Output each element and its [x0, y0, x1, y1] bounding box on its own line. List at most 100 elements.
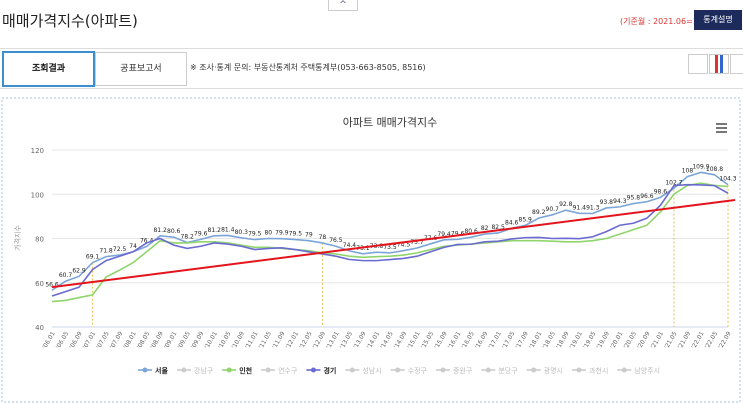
page-title: 매매가격지수(아파트)	[2, 12, 138, 30]
data-label: 79.6	[451, 230, 465, 237]
legend-marker	[395, 367, 401, 373]
trend-line	[51, 199, 736, 289]
legend-item[interactable]: 강남구	[176, 366, 214, 375]
data-label: 94.3	[613, 198, 627, 205]
data-label: 108	[682, 168, 694, 175]
legend-label: 광명시	[544, 366, 563, 375]
data-label: 79.5	[289, 231, 303, 238]
data-label: 80.3	[235, 229, 249, 236]
data-label: 80.6	[167, 228, 181, 235]
data-label: 80	[264, 230, 272, 237]
legend-item[interactable]: 서울	[138, 366, 168, 375]
data-label: 84.6	[505, 219, 519, 226]
x-tick-label: '22.09	[717, 330, 733, 350]
data-label: 91.3	[586, 204, 600, 211]
data-label: 74	[129, 243, 137, 250]
legend-item[interactable]: 수정구	[390, 366, 428, 375]
collapse-button[interactable]: ^	[328, 0, 358, 11]
data-label: 79.9	[275, 230, 289, 237]
legend-item[interactable]: 경기	[306, 366, 336, 375]
legend-label: 경기	[323, 366, 336, 375]
data-label: 108.8	[706, 166, 723, 173]
legend-label: 수정구	[408, 366, 428, 375]
chart-frame	[1, 97, 741, 403]
data-label: 104.3	[719, 176, 736, 183]
data-label: 102.7	[665, 179, 682, 186]
divider	[0, 88, 743, 89]
legend-label: 성남시	[362, 366, 381, 375]
tab-label: 조회결과	[31, 64, 66, 74]
tab[interactable]: 공표보고서	[95, 52, 187, 86]
data-label: 90.7	[546, 206, 560, 213]
y-tick-label: 40	[35, 324, 44, 332]
data-label: 79.5	[248, 231, 262, 238]
data-label: 98.6	[654, 188, 668, 195]
data-label: 74.4	[343, 242, 357, 249]
data-label: 75.7	[410, 239, 424, 246]
legend-label: 과천시	[589, 366, 608, 375]
data-label: 73.5	[383, 244, 397, 251]
scatter-icon[interactable]	[688, 54, 708, 74]
legend-label: 연수구	[278, 367, 298, 375]
legend-marker	[349, 367, 355, 373]
legend-item[interactable]: 분당구	[481, 366, 518, 375]
legend-marker	[181, 367, 187, 373]
base-month: (기준월 : 2021.06=100)	[620, 17, 712, 26]
chart-title: 아파트 매매가격지수	[343, 116, 438, 129]
legend-marker	[576, 367, 582, 373]
legend-item[interactable]: 과천시	[571, 366, 608, 375]
data-label: 69.1	[86, 254, 100, 261]
legend-marker	[485, 367, 491, 373]
legend-item[interactable]: 연수구	[261, 367, 298, 375]
series-line	[51, 171, 729, 291]
data-label: 85.9	[519, 216, 533, 223]
legend-item[interactable]: 중원구	[435, 366, 473, 375]
data-label: 93.8	[600, 199, 614, 206]
legend-label: 인천	[239, 366, 252, 375]
data-label: 89.2	[532, 209, 546, 216]
tab-label: 공표보고서	[120, 64, 162, 74]
legend-item[interactable]: 성남시	[345, 366, 382, 375]
legend-item[interactable]: 광명시	[526, 366, 563, 375]
bar-icon[interactable]	[709, 54, 729, 74]
data-label: 76.5	[329, 237, 343, 244]
legend-label: 분당구	[498, 366, 518, 375]
data-label: 96.6	[640, 193, 654, 200]
data-label: 82.5	[491, 224, 505, 231]
menu-icon[interactable]	[716, 123, 727, 133]
data-label: 74.5	[397, 242, 411, 249]
legend-marker	[142, 367, 148, 373]
data-label: 72.5	[113, 246, 127, 253]
data-label: 60.7	[59, 272, 73, 279]
legend-marker	[440, 367, 446, 373]
data-label: 92.8	[559, 201, 573, 208]
data-label: 71.8	[99, 248, 113, 255]
data-label: 81.2	[153, 227, 167, 234]
stat-button[interactable]: 통계설명	[694, 10, 742, 30]
data-label: 76.4	[140, 237, 154, 244]
legend-item[interactable]: 남양주시	[617, 366, 660, 375]
data-label: 78.2	[181, 233, 195, 240]
y-tick-label: 60	[35, 280, 44, 288]
data-label: 95.8	[627, 195, 641, 202]
line-icon[interactable]	[730, 54, 743, 74]
legend-item[interactable]: 인천	[222, 366, 252, 375]
data-label: 78	[319, 234, 327, 241]
y-axis-label: 가격지수	[13, 225, 22, 251]
data-label: 109.9	[692, 163, 709, 170]
data-label: 81.4	[221, 226, 235, 233]
data-label: 79	[305, 232, 313, 239]
tab[interactable]: 조회결과	[2, 51, 95, 87]
divider	[0, 48, 743, 49]
legend-label: 강남구	[194, 366, 214, 375]
legend-marker	[310, 367, 316, 373]
data-label: 80.6	[464, 228, 478, 235]
legend-marker	[531, 367, 537, 373]
data-label: 79.4	[437, 231, 451, 238]
y-tick-label: 80	[35, 236, 44, 244]
data-label: 62.9	[72, 267, 86, 274]
legend-marker	[621, 367, 627, 373]
legend-label: 남양주시	[634, 366, 660, 375]
